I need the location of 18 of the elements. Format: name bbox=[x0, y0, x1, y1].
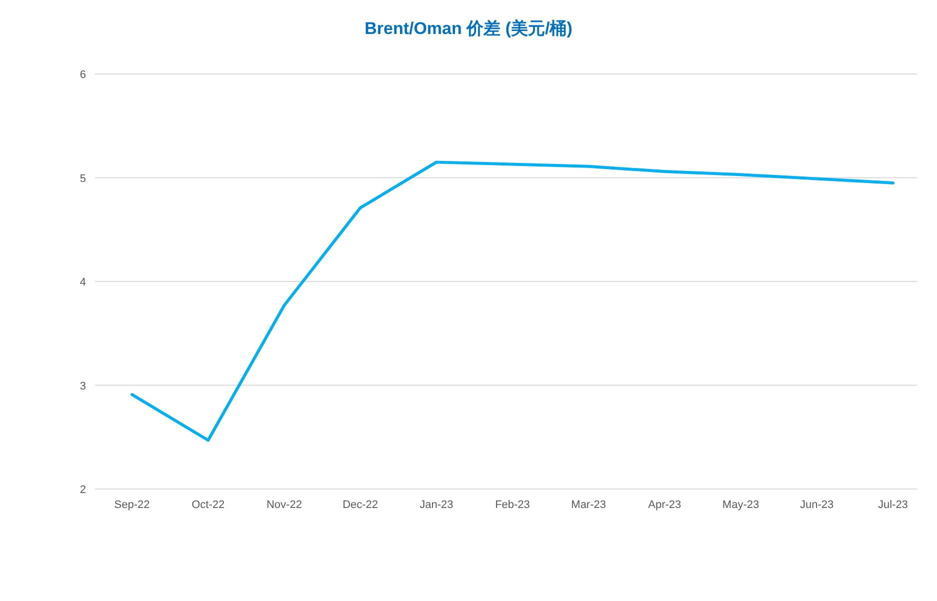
x-tick-label: Feb-23 bbox=[495, 499, 530, 511]
x-tick-label: Dec-22 bbox=[342, 499, 378, 511]
x-tick-label: Jul-23 bbox=[878, 499, 908, 511]
y-tick-label: 2 bbox=[80, 484, 86, 496]
x-tick-label: Apr-23 bbox=[648, 499, 682, 511]
x-tick-label: Mar-23 bbox=[571, 499, 606, 511]
y-tick-label: 5 bbox=[80, 172, 86, 185]
y-tick-label: 3 bbox=[80, 380, 86, 392]
y-tick-label: 6 bbox=[80, 69, 86, 81]
line-series bbox=[130, 160, 894, 442]
chart-title: Brent/Oman 价差 (美元/桶) bbox=[364, 19, 572, 38]
x-tick-label: Jan-23 bbox=[420, 499, 454, 511]
y-tick-label: 4 bbox=[80, 276, 86, 288]
x-tick-label: Sep-22 bbox=[114, 499, 150, 511]
x-tick-label: Oct-22 bbox=[192, 499, 225, 511]
x-tick-label: Jun-23 bbox=[800, 499, 834, 511]
x-tick-label: Nov-22 bbox=[266, 499, 302, 511]
x-tick-label: May-23 bbox=[722, 499, 760, 511]
